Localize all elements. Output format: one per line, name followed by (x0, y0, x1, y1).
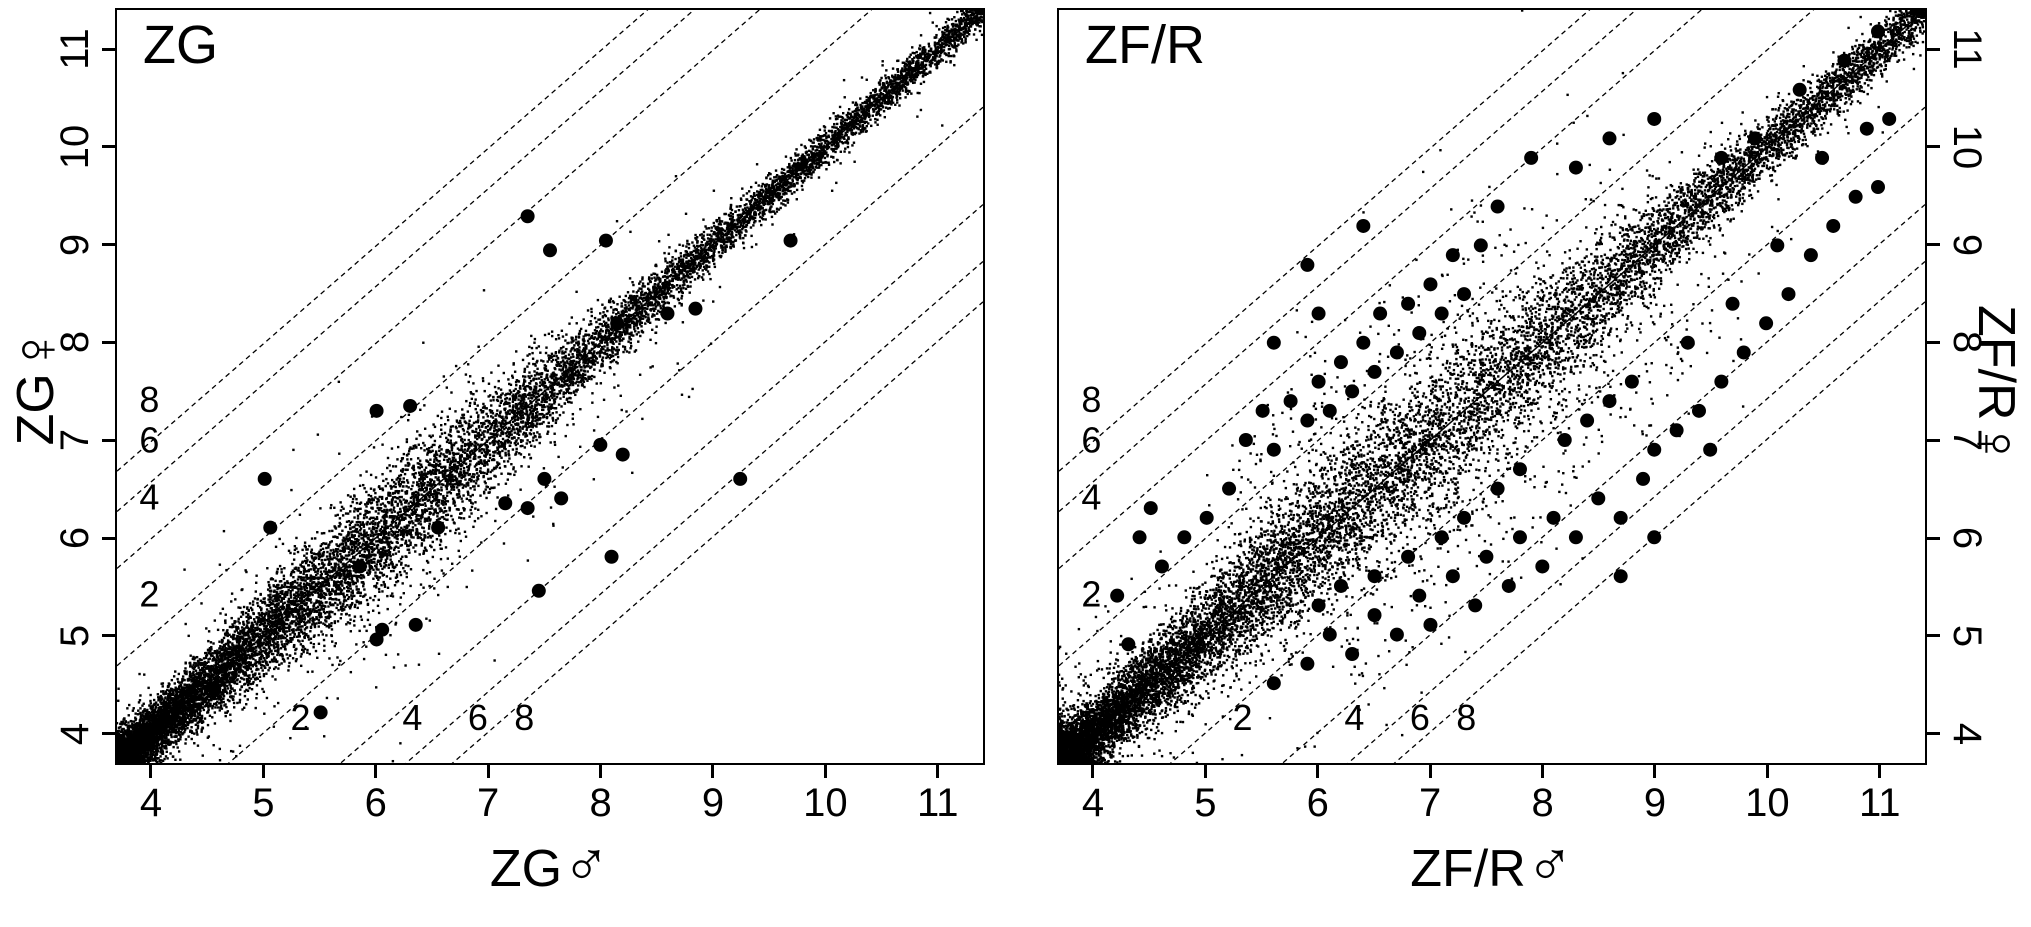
y-tick-mark (1927, 47, 1940, 51)
y-tick-mark (102, 47, 115, 51)
x-tick-mark (599, 765, 603, 778)
y-tick-mark (1927, 340, 1940, 344)
y-tick-label: 8 (1945, 331, 1990, 354)
y-tick-mark (102, 732, 115, 736)
y-tick-mark (1927, 145, 1940, 149)
x-tick-label: 5 (1194, 781, 1217, 825)
male-symbol: ♂ (562, 828, 611, 900)
x-tick-label: 7 (1419, 781, 1442, 825)
y-tick-label: 6 (1945, 526, 1990, 550)
x-tick-mark (1316, 765, 1320, 778)
zg-scatter-canvas (117, 10, 983, 763)
x-tick-label: 5 (252, 781, 275, 825)
x-tick-label: 6 (364, 781, 387, 825)
x-tick-mark (711, 765, 715, 778)
y-tick-label: 5 (1945, 624, 1990, 648)
y-tick-label: 7 (1945, 429, 1990, 452)
x-tick-label: 4 (139, 781, 163, 825)
x-tick-mark (1428, 765, 1432, 778)
zfr-scatter-canvas (1059, 10, 1925, 763)
zfr-panel-title: ZF/R (1085, 15, 1205, 75)
y-tick-mark (1927, 634, 1940, 638)
x-tick-mark (1203, 765, 1207, 778)
x-tick-label: 4 (1081, 781, 1105, 825)
y-tick-mark (102, 536, 115, 540)
zg-panel-title: ZG (143, 15, 218, 75)
y-tick-label: 10 (1945, 124, 1990, 170)
x-tick-label: 6 (1306, 781, 1329, 825)
y-tick-label: 9 (1945, 233, 1990, 256)
zg-plot-area: ZG (115, 8, 985, 765)
x-tick-label: 7 (477, 781, 500, 825)
y-tick-mark (102, 243, 115, 247)
y-tick-mark (102, 438, 115, 442)
x-tick-label: 9 (1643, 781, 1667, 825)
x-tick-label: 8 (589, 781, 612, 825)
y-tick-label: 4 (1945, 722, 1990, 745)
y-tick-mark (1927, 536, 1940, 540)
x-tick-label: 11 (917, 781, 959, 825)
y-tick-mark (1927, 243, 1940, 247)
y-tick-mark (102, 634, 115, 638)
x-tick-label: 10 (803, 781, 848, 825)
x-tick-mark (1765, 765, 1769, 778)
x-tick-mark (1878, 765, 1882, 778)
x-tick-label: 11 (1859, 781, 1901, 825)
x-tick-mark (261, 765, 265, 778)
zg-x-axis-title: ZG♂ (115, 826, 985, 902)
zfr-x-axis-title: ZF/R♂ (1057, 826, 1927, 902)
x-tick-label: 9 (701, 781, 725, 825)
y-tick-label: 11 (1945, 28, 1990, 70)
x-tick-mark (1091, 765, 1095, 778)
x-tick-label: 8 (1531, 781, 1554, 825)
y-tick-mark (1927, 732, 1940, 736)
x-tick-mark (1653, 765, 1657, 778)
zfr-x-axis-title-text: ZF/R (1410, 840, 1526, 898)
x-tick-mark (374, 765, 378, 778)
y-tick-mark (102, 340, 115, 344)
x-tick-mark (936, 765, 940, 778)
y-tick-mark (1927, 438, 1940, 442)
zg-x-axis-title-text: ZG (489, 840, 563, 898)
x-tick-mark (1541, 765, 1545, 778)
x-tick-label: 10 (1745, 781, 1790, 825)
male-symbol: ♂ (1525, 828, 1574, 900)
x-tick-mark (823, 765, 827, 778)
y-tick-mark (102, 145, 115, 149)
zfr-plot-area: ZF/R (1057, 8, 1927, 765)
x-tick-mark (486, 765, 490, 778)
x-tick-mark (149, 765, 153, 778)
